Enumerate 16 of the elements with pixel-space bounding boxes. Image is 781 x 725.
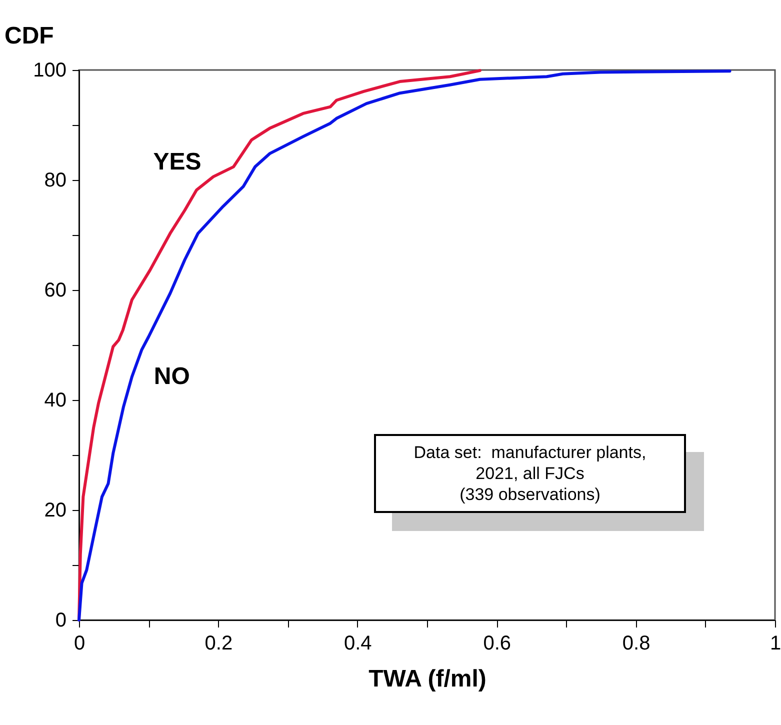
y-tick-label: 100 — [33, 60, 66, 82]
x-tick-label: 0.8 — [622, 632, 650, 654]
x-tick-label: 1 — [770, 632, 781, 654]
y-tick-label: 60 — [44, 280, 66, 302]
series-label: NO — [154, 362, 190, 390]
y-tick-label: 20 — [44, 500, 66, 522]
series-label: YES — [153, 148, 202, 176]
x-tick-label: 0 — [74, 632, 86, 654]
x-tick-label: 0.6 — [483, 632, 512, 654]
y-tick-label: 0 — [55, 610, 66, 632]
x-axis-title: TWA (f/ml) — [368, 666, 486, 692]
x-tick-label: 0.4 — [344, 632, 372, 654]
y-tick-label: 80 — [44, 170, 66, 192]
y-tick-label: 40 — [44, 390, 66, 412]
y-axis-title: CDF — [4, 22, 54, 50]
x-tick-label: 0.2 — [204, 632, 233, 654]
